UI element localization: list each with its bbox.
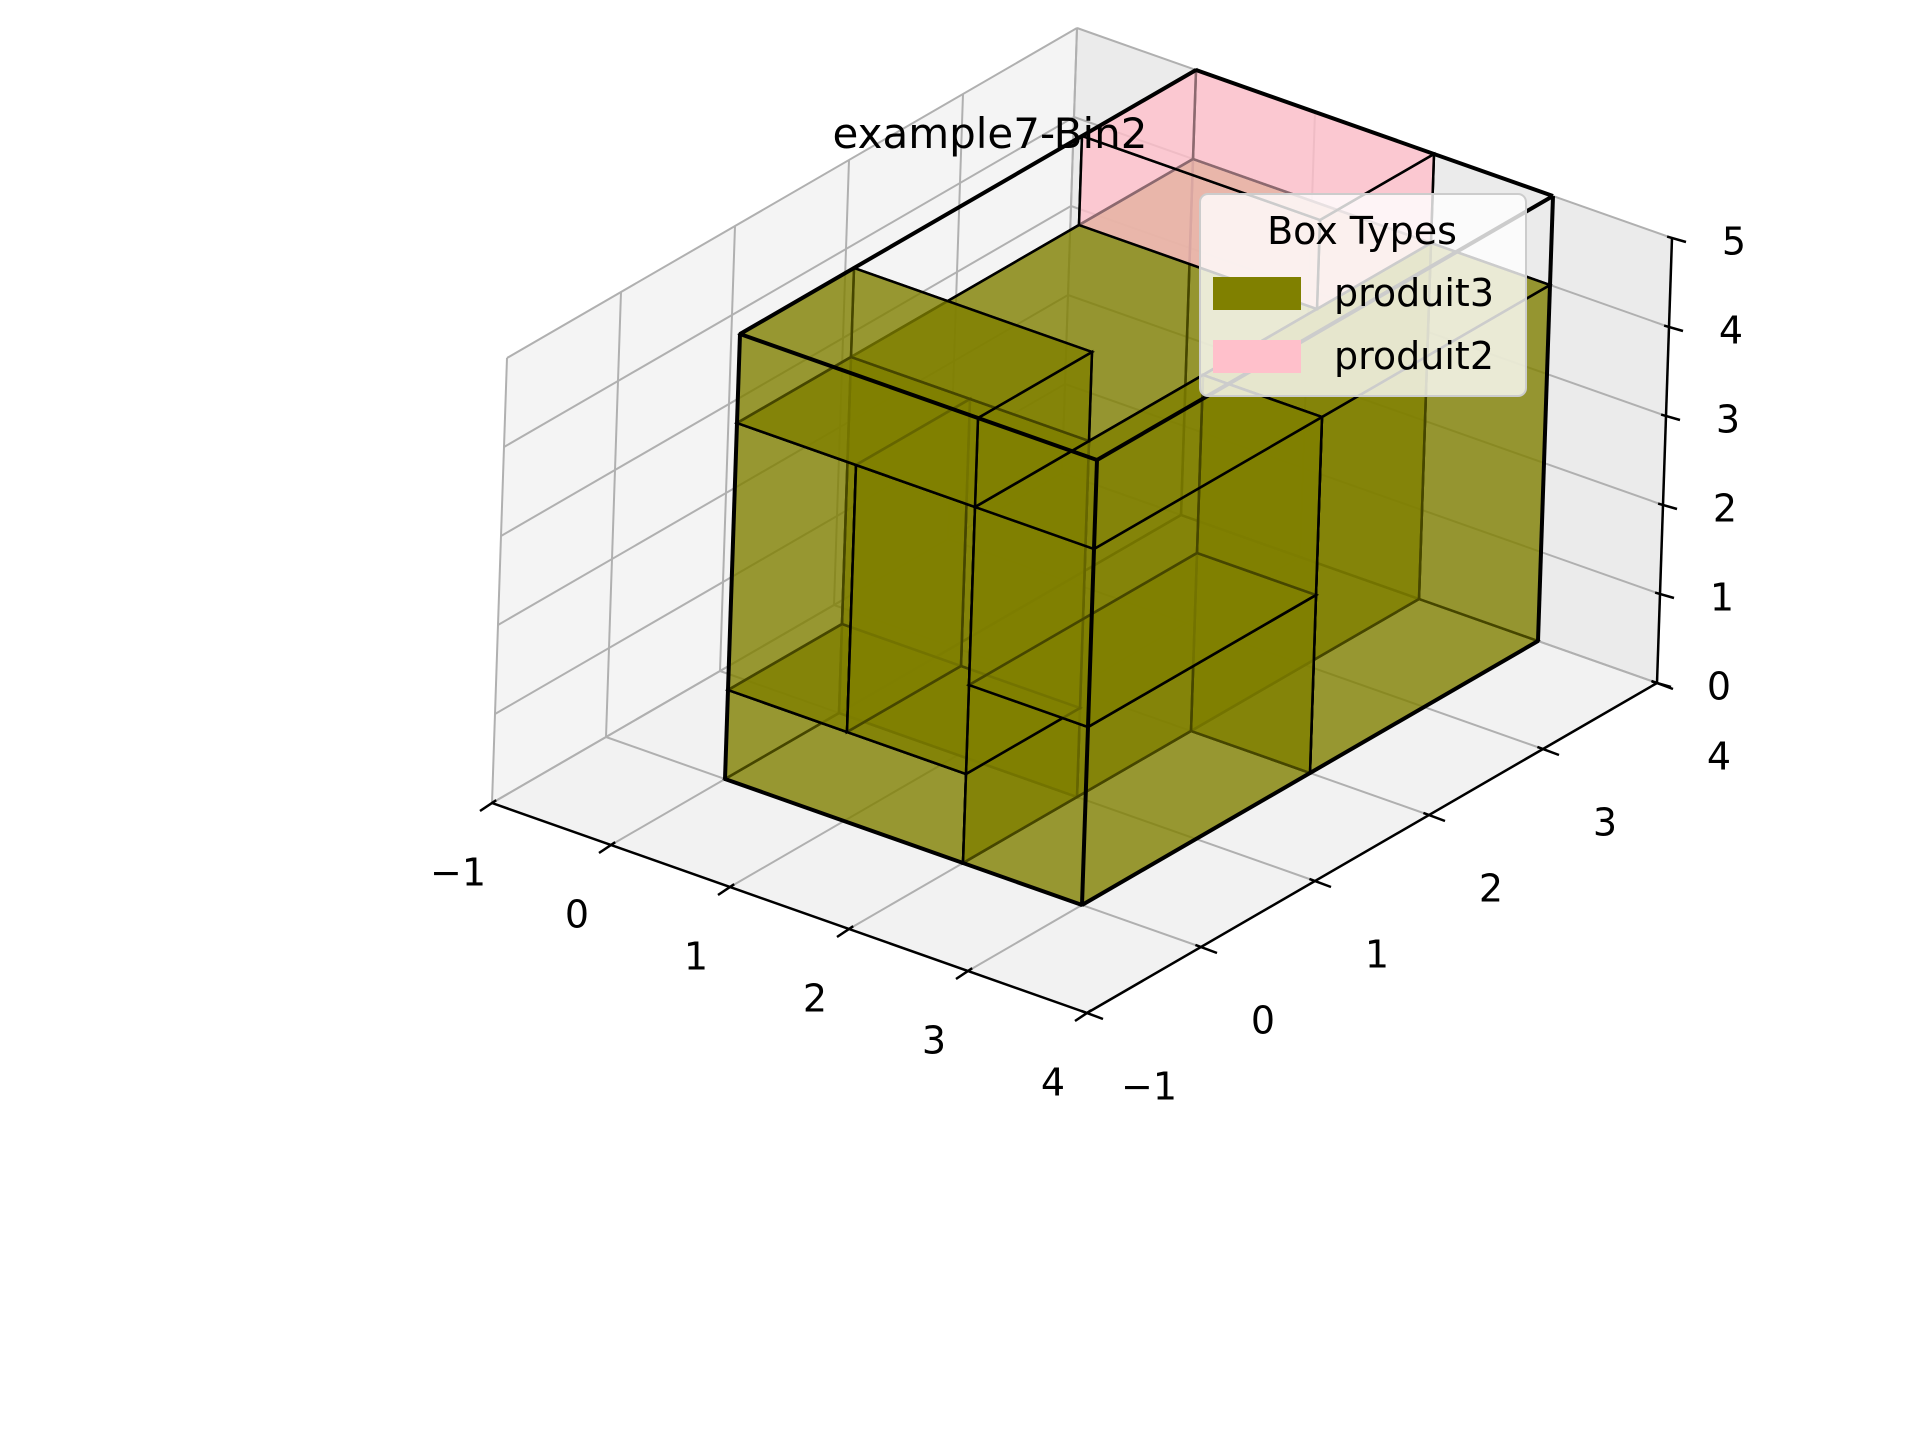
- bin-edge: [1195, 68, 1554, 198]
- x-tick: [479, 799, 497, 813]
- gridline-z: [506, 27, 1078, 359]
- z-tick: [1651, 680, 1672, 689]
- box-face: [972, 373, 1325, 551]
- bin-edge: [739, 332, 1098, 462]
- legend-title: Box Types: [1267, 209, 1457, 253]
- y-tick-label: 1: [1365, 933, 1389, 977]
- x-tick-label: 4: [1041, 1061, 1065, 1105]
- z-tick: [1660, 413, 1681, 422]
- z-tick-label: 0: [1707, 665, 1731, 709]
- bin-edge: [724, 777, 1083, 907]
- z-tick: [1666, 235, 1687, 244]
- legend-swatch-produit2: [1213, 340, 1301, 373]
- legend: Box Types produit3 produit2: [1199, 193, 1527, 397]
- bin-edge: [1536, 195, 1555, 642]
- box-face: [845, 463, 977, 776]
- legend-swatch-produit3: [1213, 277, 1301, 310]
- x-tick-label: 3: [922, 1019, 946, 1063]
- y-tick-label: −1: [1121, 1065, 1177, 1109]
- bin-edge: [1080, 459, 1099, 906]
- gridline-y: [719, 225, 736, 672]
- tick-labels: −1 0 1 2 3 4 −1 0 1 2 3 4 0 1 2 3 4 5: [430, 220, 1746, 1109]
- x-tick: [598, 841, 616, 855]
- x-tick-label: −1: [430, 851, 486, 895]
- y-tick-label: 3: [1593, 801, 1617, 845]
- legend-label-produit2: produit2: [1334, 334, 1494, 378]
- axis-lines: [479, 235, 1687, 1023]
- y-tick-label: 0: [1251, 999, 1275, 1043]
- z-tick: [1654, 591, 1675, 600]
- z-tick-label: 3: [1716, 398, 1740, 442]
- legend-label-produit3: produit3: [1334, 271, 1494, 315]
- y-axis-line: [1086, 681, 1658, 1015]
- box-face: [726, 421, 858, 734]
- y-tick: [1536, 745, 1560, 757]
- z-tick-label: 5: [1722, 220, 1746, 264]
- chart-title: example7-Bin2: [833, 109, 1148, 158]
- x-tick: [836, 925, 854, 939]
- y-tick: [1194, 943, 1218, 955]
- x-tick-label: 0: [565, 893, 589, 937]
- y-tick: [1422, 811, 1446, 823]
- z-tick-label: 1: [1710, 576, 1734, 620]
- bin-edge: [1080, 639, 1540, 907]
- z-tick: [1663, 324, 1684, 333]
- gridline-y: [491, 357, 508, 804]
- bin-edge: [738, 68, 1198, 336]
- x-tick: [717, 883, 735, 897]
- box-produit3: [966, 372, 1325, 730]
- boxes-layer: [722, 67, 1553, 908]
- y-tick: [1308, 877, 1332, 889]
- gridline-z: [503, 116, 1075, 448]
- gridline-y: [605, 291, 622, 738]
- z-tick-label: 2: [1713, 487, 1737, 531]
- z-axis-line: [1655, 237, 1674, 684]
- x-tick-label: 2: [803, 977, 827, 1021]
- y-tick-label: 2: [1479, 867, 1503, 911]
- z-tick: [1657, 502, 1678, 511]
- x-tick-label: 1: [684, 935, 708, 979]
- x-tick: [1074, 1009, 1092, 1023]
- bin-edge: [723, 333, 742, 780]
- z-tick-label: 4: [1719, 309, 1743, 353]
- x-tick: [955, 967, 973, 981]
- x-axis-line: [491, 801, 1088, 1015]
- y-tick: [1080, 1009, 1104, 1021]
- y-tick-label: 4: [1707, 735, 1731, 779]
